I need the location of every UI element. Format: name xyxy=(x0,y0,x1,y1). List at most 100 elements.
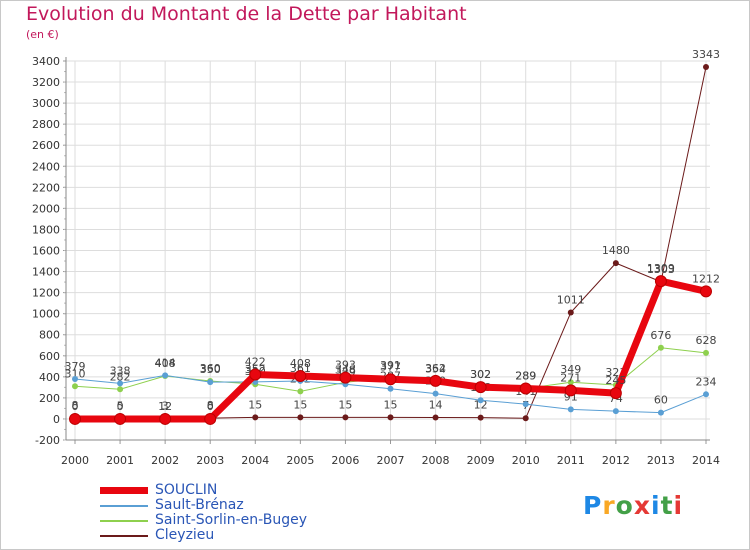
point-cleyzieu xyxy=(703,64,709,71)
data-label-souclin: 12 xyxy=(158,400,172,413)
point-souclin xyxy=(249,368,262,381)
data-label-sault-br-naz: 234 xyxy=(696,375,717,388)
data-label-sault-br-naz: 361 xyxy=(290,362,311,375)
data-label-cleyzieu: 15 xyxy=(384,398,398,411)
y-tick-label: 2800 xyxy=(32,118,60,131)
data-label-souclin: 1212 xyxy=(692,272,720,285)
point-souclin xyxy=(384,373,397,386)
data-label-saint-sorlin-en-bugey: 282 xyxy=(110,370,131,383)
legend-label-sault-brenaz: Sault-Brénaz xyxy=(155,497,244,513)
data-label-cleyzieu: 8 xyxy=(72,399,79,412)
legend-label-cleyzieu: Cleyzieu xyxy=(155,527,215,543)
data-label-cleyzieu: 1480 xyxy=(602,244,630,257)
point-souclin xyxy=(654,275,667,288)
point-saint-sorlin-en-bugey xyxy=(72,383,78,390)
data-label-saint-sorlin-en-bugey: 408 xyxy=(155,357,176,370)
data-label-sault-br-naz: 338 xyxy=(110,364,131,377)
legend-swatch-sault-brenaz xyxy=(100,505,148,507)
point-sault-br-naz xyxy=(477,397,484,404)
x-tick-label: 2008 xyxy=(422,454,450,467)
y-tick-label: 1400 xyxy=(32,266,60,279)
logo-letter: x xyxy=(633,491,651,520)
y-tick-label: 200 xyxy=(39,392,60,405)
point-saint-sorlin-en-bugey xyxy=(297,388,304,395)
chart-unit: (en €) xyxy=(26,28,59,41)
data-label-souclin: 393 xyxy=(335,359,356,372)
point-souclin xyxy=(114,412,127,425)
x-tick-label: 2012 xyxy=(602,454,630,467)
x-tick-label: 2006 xyxy=(331,454,359,467)
point-cleyzieu xyxy=(432,414,439,421)
x-tick-label: 2011 xyxy=(557,454,585,467)
point-saint-sorlin-en-bugey xyxy=(657,344,664,351)
point-sault-br-naz xyxy=(72,376,78,383)
point-souclin xyxy=(339,371,352,384)
point-cleyzieu xyxy=(612,260,619,267)
data-label-saint-sorlin-en-bugey: 676 xyxy=(650,329,671,342)
point-souclin xyxy=(204,412,217,425)
y-tick-label: 3400 xyxy=(32,55,60,68)
point-saint-sorlin-en-bugey xyxy=(703,349,709,356)
data-label-saint-sorlin-en-bugey: 310 xyxy=(65,367,86,380)
legend-label-souclin: SOUCLIN xyxy=(155,482,218,498)
logo-letter: r xyxy=(602,491,616,520)
x-tick-label: 2000 xyxy=(61,454,89,467)
point-saint-sorlin-en-bugey xyxy=(567,379,574,386)
data-label-cleyzieu: 3 xyxy=(162,400,169,413)
y-tick-label: 2000 xyxy=(32,202,60,215)
data-label-saint-sorlin-en-bugey: 628 xyxy=(696,334,717,347)
point-cleyzieu xyxy=(252,414,259,421)
data-label-cleyzieu: 12 xyxy=(474,399,488,412)
point-souclin xyxy=(564,384,577,397)
legend-swatch-souclin xyxy=(100,487,148,494)
point-sault-br-naz xyxy=(657,409,664,416)
logo-letter: o xyxy=(615,491,634,520)
point-cleyzieu xyxy=(567,309,574,316)
point-saint-sorlin-en-bugey xyxy=(117,386,124,393)
y-tick-label: 2400 xyxy=(32,160,60,173)
x-tick-label: 2010 xyxy=(512,454,540,467)
logo-letter: i xyxy=(651,491,661,520)
point-sault-br-naz xyxy=(703,391,709,398)
logo-letter: i xyxy=(673,491,684,520)
y-tick-label: 0 xyxy=(53,413,60,426)
data-label-cleyzieu: 3343 xyxy=(692,48,720,61)
point-sault-br-naz xyxy=(207,379,214,386)
x-tick-label: 2002 xyxy=(151,454,179,467)
data-label-cleyzieu: 5 xyxy=(117,399,124,412)
x-tick-label: 2004 xyxy=(241,454,269,467)
data-label-souclin: 0 xyxy=(72,400,79,413)
y-tick-label: 1600 xyxy=(32,245,60,258)
point-souclin xyxy=(700,285,712,298)
logo-letter: t xyxy=(660,491,674,520)
chart-title: Evolution du Montant de la Dette par Hab… xyxy=(26,3,467,25)
point-souclin xyxy=(519,382,532,395)
point-sault-br-naz xyxy=(117,380,124,387)
point-sault-br-naz xyxy=(612,408,619,415)
data-label-souclin: 289 xyxy=(515,370,536,383)
data-label-cleyzieu: 1303 xyxy=(647,263,675,276)
proxiti-logo: Proxiti xyxy=(583,491,683,520)
y-tick-label: 1200 xyxy=(32,287,60,300)
point-souclin xyxy=(159,412,172,425)
data-label-cleyzieu: 15 xyxy=(248,398,262,411)
point-souclin xyxy=(474,381,487,394)
y-tick-label: 800 xyxy=(39,329,60,342)
y-tick-label: 3000 xyxy=(32,97,60,110)
data-label-saint-sorlin-en-bugey: 349 xyxy=(560,363,581,376)
y-tick-label: 3200 xyxy=(32,76,60,89)
data-label-souclin: 377 xyxy=(380,360,401,373)
point-souclin xyxy=(429,374,442,387)
x-tick-label: 2001 xyxy=(106,454,134,467)
y-tick-label: 600 xyxy=(39,350,60,363)
legend-swatch-saint-sorlin xyxy=(100,520,148,522)
data-label-saint-sorlin-en-bugey: 360 xyxy=(200,362,221,375)
x-tick-label: 2003 xyxy=(196,454,224,467)
data-label-souclin: 408 xyxy=(290,357,311,370)
data-label-sault-br-naz: 379 xyxy=(65,360,86,373)
data-label-cleyzieu: 15 xyxy=(338,398,352,411)
point-cleyzieu xyxy=(387,414,394,421)
legend-label-saint-sorlin: Saint-Sorlin-en-Bugey xyxy=(155,512,307,528)
point-sault-br-naz xyxy=(522,401,529,408)
data-label-cleyzieu: 14 xyxy=(429,398,443,411)
